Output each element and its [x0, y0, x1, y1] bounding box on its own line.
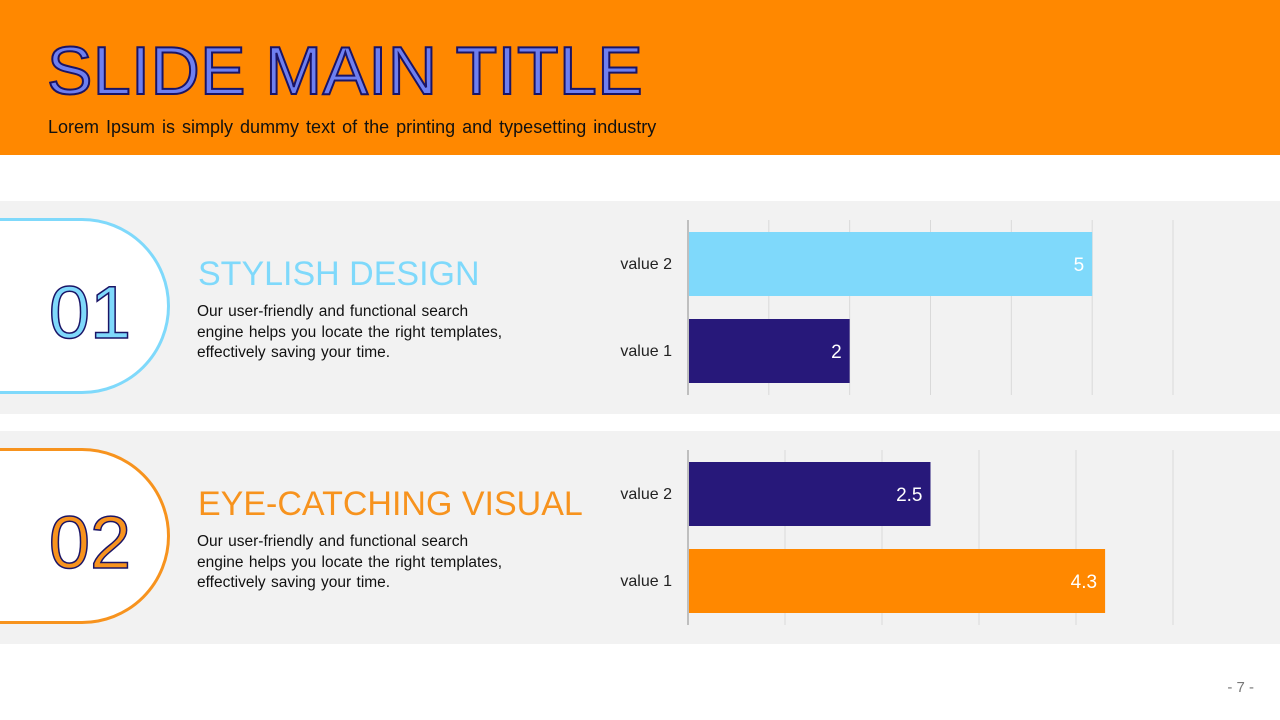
number-pill-1: [0, 218, 170, 394]
section-description-1: Our user-friendly and functional search …: [197, 303, 502, 361]
bar-value-1: [689, 549, 1106, 613]
section-heading-1: STYLISH DESIGN: [198, 255, 480, 293]
data-label: 4.3: [1071, 572, 1097, 593]
data-label: 5: [1074, 255, 1085, 276]
category-label: value 2: [620, 486, 672, 503]
page-number: - 7 -: [1227, 679, 1254, 696]
bar-chart-2: value 2 2.5 value 1 4.3: [620, 450, 1174, 625]
bar-chart-1: value 2 5 value 1 2: [620, 220, 1174, 395]
section-number-2: 02: [48, 501, 132, 584]
section-band-2: 02 EYE-CATCHING VISUAL Our user-friendly…: [0, 431, 1280, 644]
bar-value-1: [689, 319, 850, 383]
section-heading-2: EYE-CATCHING VISUAL: [198, 485, 583, 523]
slide-title: SLIDE MAIN TITLE: [46, 32, 644, 110]
slide-subtitle: Lorem Ipsum is simply dummy text of the …: [48, 117, 657, 137]
category-label: value 1: [620, 573, 672, 590]
section-description-2: Our user-friendly and functional search …: [197, 533, 502, 591]
data-label: 2: [831, 342, 842, 363]
number-pill-2: [0, 448, 170, 624]
bar-value-2: [689, 232, 1093, 296]
data-label: 2.5: [896, 485, 922, 506]
bar-value-2: [689, 462, 931, 526]
section-band-1: 01 STYLISH DESIGN Our user-friendly and …: [0, 201, 1280, 414]
section-number-1: 01: [48, 271, 132, 354]
title-banner: SLIDE MAIN TITLE Lorem Ipsum is simply d…: [0, 0, 1280, 155]
category-label: value 1: [620, 343, 672, 360]
category-label: value 2: [620, 256, 672, 273]
